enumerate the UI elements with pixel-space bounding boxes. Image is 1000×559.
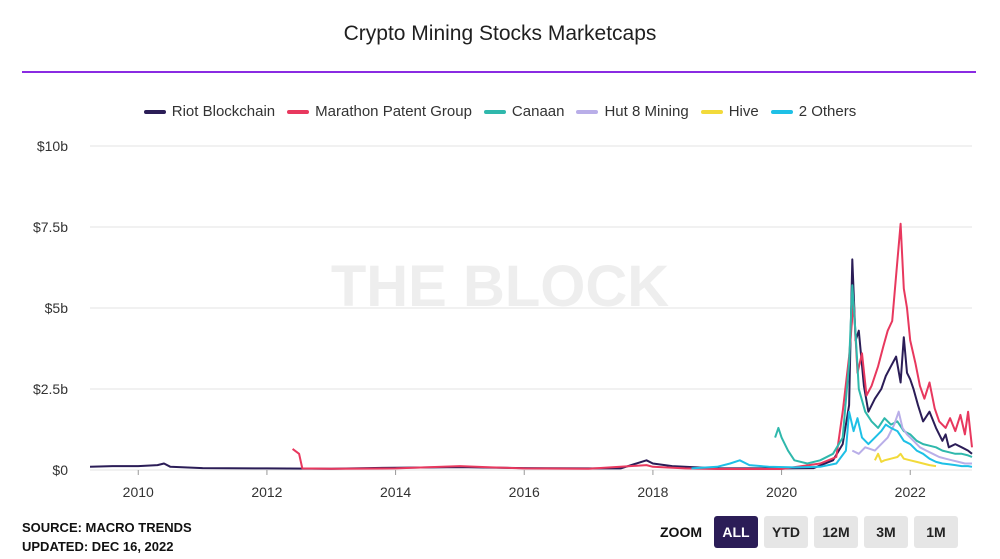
y-tick-label: $0 [52,462,68,478]
legend-item[interactable]: Riot Blockchain [143,103,276,120]
y-tick-label: $5b [45,300,69,316]
y-tick-label: $7.5b [33,219,68,235]
chart-footer: SOURCE: MACRO TRENDS UPDATED: DEC 16, 20… [22,518,192,556]
zoom-button-all[interactable]: ALL [714,516,758,548]
y-tick-label: $2.5b [33,381,68,397]
legend-label: Marathon Patent Group [315,103,472,120]
y-tick-label: $10b [37,138,68,154]
legend-item[interactable]: Hut 8 Mining [576,103,689,120]
legend-label: 2 Others [798,103,857,120]
zoom-button-ytd[interactable]: YTD [764,516,808,548]
series-line-marathon-patent-group [291,222,973,470]
legend-swatch [483,109,506,114]
legend-label: Riot Blockchain [171,103,276,120]
watermark-text: THE BLOCK [331,254,669,319]
series-line-canaan [774,284,973,465]
legend-item[interactable]: Marathon Patent Group [287,103,472,120]
legend-label: Hut 8 Mining [604,103,689,120]
x-tick-label: 2010 [123,484,154,500]
zoom-controls: ZOOM ALL YTD 12M 3M 1M [660,516,958,548]
x-tick-label: 2016 [509,484,540,500]
title-divider [22,71,976,73]
updated-text: UPDATED: DEC 16, 2022 [22,539,174,554]
zoom-label: ZOOM [660,524,702,540]
y-axis: $0 $2.5b $5b $7.5b $10b [33,138,68,478]
legend-swatch [700,109,723,114]
zoom-button-12m[interactable]: 12M [814,516,858,548]
zoom-button-3m[interactable]: 3M [864,516,908,548]
series-line-hive [874,452,937,468]
x-tick-label: 2014 [380,484,411,500]
series-lines [89,222,973,470]
line-chart: THE BLOCK $0$2.5b$5b$7.5b$10b 2010 2012 20… [33,138,973,500]
legend-label: Canaan [511,103,565,120]
zoom-button-1m[interactable]: 1M [914,516,958,548]
x-axis: 2010 2012 2014 2016 2018 2020 2022 [123,470,926,500]
chart-title: Crypto Mining Stocks Marketcaps [343,22,657,45]
x-tick-label: 2020 [766,484,797,500]
source-text: SOURCE: MACRO TRENDS [22,520,192,535]
legend-swatch [143,109,166,114]
legend-swatch [770,109,793,114]
legend-label: Hive [728,103,759,120]
legend-item[interactable]: Hive [700,103,759,120]
grid-lines [90,145,972,471]
legend-item[interactable]: Canaan [483,103,565,120]
x-tick-label: 2012 [251,484,282,500]
x-tick-label: 2022 [895,484,926,500]
legend-swatch [576,109,599,114]
chart-legend: Riot Blockchain Marathon Patent Group Cana… [0,103,1000,120]
x-tick-label: 2018 [637,484,668,500]
legend-swatch [287,109,310,114]
series-line-2-others [691,410,973,470]
series-line-hut-8-mining [851,410,972,465]
legend-item[interactable]: 2 Others [770,103,857,120]
